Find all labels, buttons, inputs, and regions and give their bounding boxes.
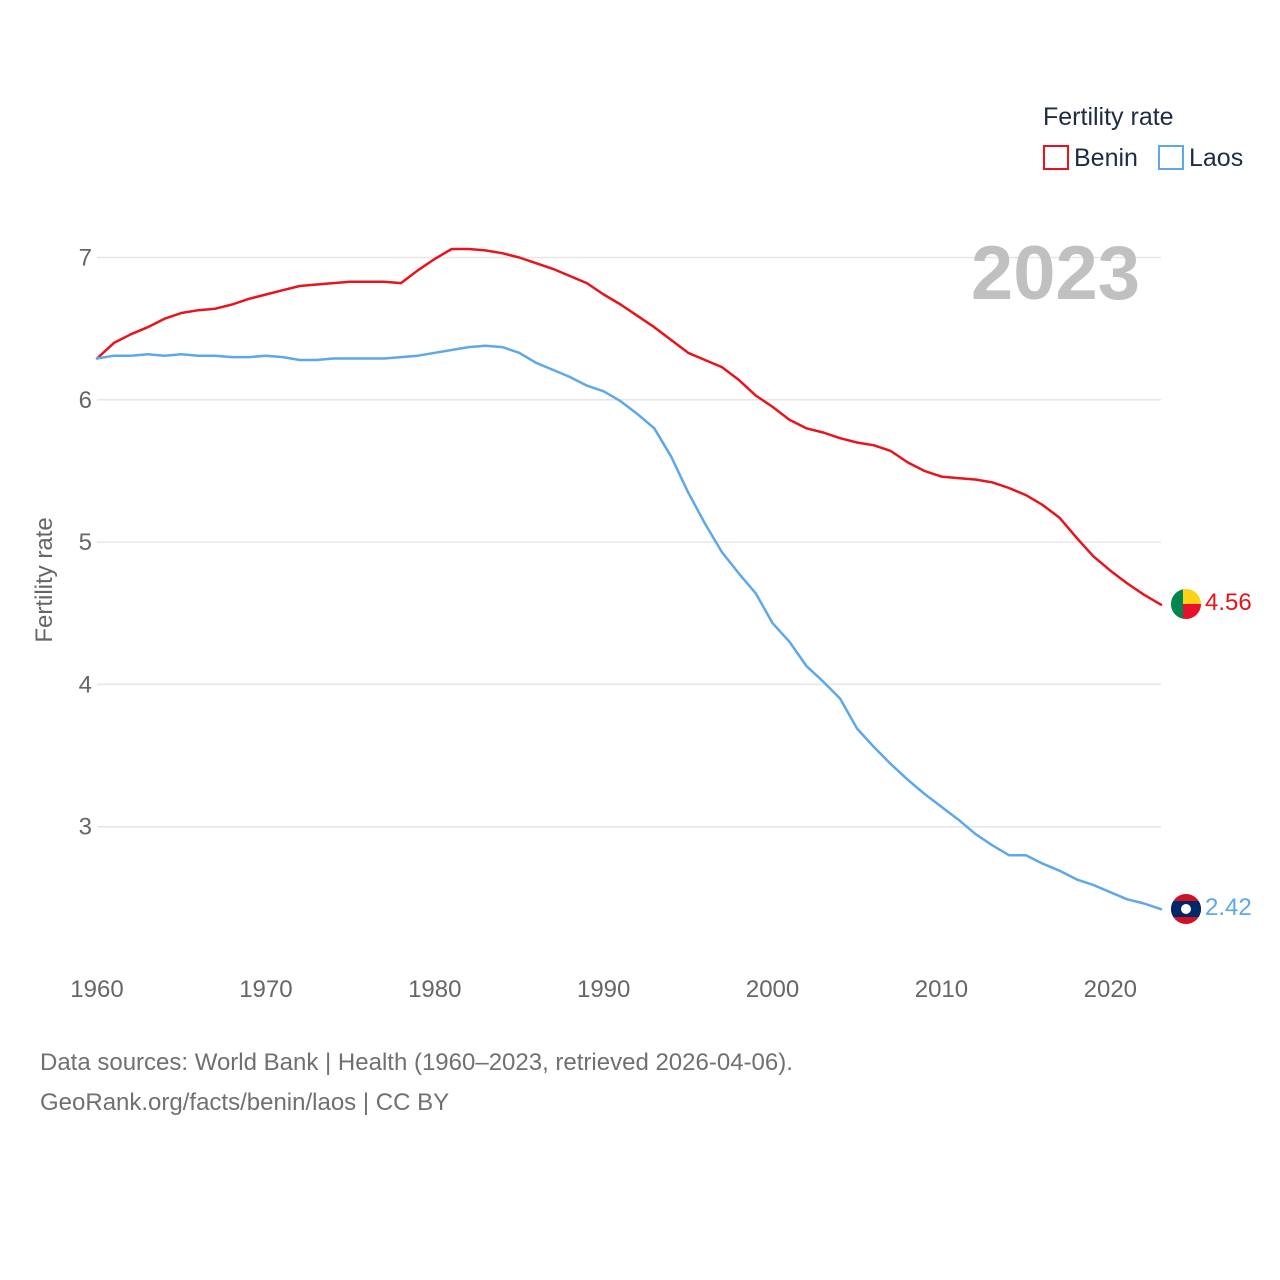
- legend-swatch-benin[interactable]: [1043, 145, 1069, 170]
- x-tick-1960: 1960: [70, 976, 123, 1003]
- x-tick-1970: 1970: [239, 976, 292, 1003]
- end-label-benin: 4.56: [1205, 589, 1252, 616]
- x-tick-1980: 1980: [408, 976, 461, 1003]
- x-tick-labels: 1960 1970 1980 1990 2000 2010 2020: [70, 976, 1137, 1003]
- license-line[interactable]: GeoRank.org/facts/benin/laos | CC BY: [40, 1089, 450, 1116]
- y-tick-3: 3: [79, 814, 92, 841]
- legend-swatch-laos[interactable]: [1158, 145, 1184, 170]
- y-tick-7: 7: [79, 245, 92, 272]
- laos-flag-icon: [1171, 894, 1201, 924]
- x-tick-2000: 2000: [746, 976, 799, 1003]
- legend: Fertility rate Benin Laos: [1043, 103, 1243, 172]
- current-year-label: 2023: [971, 231, 1140, 316]
- benin-flag-icon: [1171, 589, 1201, 619]
- legend-label-benin[interactable]: Benin: [1074, 144, 1138, 172]
- x-tick-2020: 2020: [1084, 976, 1137, 1003]
- series-line-laos: [95, 344, 1163, 911]
- source-footer: Data sources: World Bank | Health (1960–…: [40, 1043, 793, 1123]
- gridlines: [97, 256, 1161, 828]
- legend-label-laos[interactable]: Laos: [1189, 144, 1243, 172]
- legend-title: Fertility rate: [1043, 103, 1174, 131]
- y-tick-labels: 3 4 5 6 7: [79, 245, 92, 841]
- y-axis-label: Fertility rate: [31, 517, 58, 642]
- x-tick-2010: 2010: [915, 976, 968, 1003]
- y-tick-5: 5: [79, 529, 92, 556]
- y-tick-6: 6: [79, 387, 92, 414]
- x-tick-1990: 1990: [577, 976, 630, 1003]
- source-line: Data sources: World Bank | Health (1960–…: [40, 1049, 793, 1076]
- y-tick-4: 4: [79, 671, 92, 698]
- end-label-laos: 2.42: [1205, 894, 1252, 921]
- series-lines: [95, 247, 1163, 911]
- series-line-benin: [95, 247, 1163, 606]
